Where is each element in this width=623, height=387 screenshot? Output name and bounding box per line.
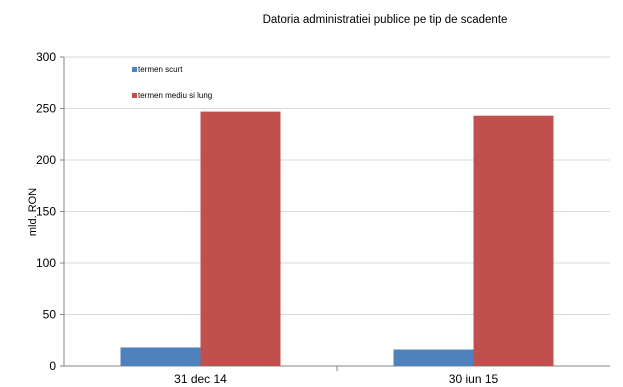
y-tick-label: 0: [49, 359, 56, 373]
legend-label: termen mediu si lung: [138, 91, 212, 100]
x-tick-label: 31 dec 14: [174, 372, 227, 386]
bar-termen-mediu-si-lung: [200, 111, 281, 366]
y-tick-label: 150: [36, 205, 56, 219]
x-ticks: 31 dec 14 30 iun 15: [174, 372, 498, 386]
legend-label: termen scurt: [138, 65, 183, 74]
y-ticks: 0 50 100 150 200 250 300: [36, 50, 56, 373]
y-tick-label: 200: [36, 153, 56, 167]
y-tick-label: 50: [43, 308, 57, 322]
legend-swatch: [132, 67, 137, 72]
bar-termen-scurt: [120, 347, 201, 366]
chart-title: Datoria administratiei publice pe tip de…: [263, 14, 508, 26]
y-tick-label: 100: [36, 256, 56, 270]
y-tick-label: 250: [36, 102, 56, 116]
bar-termen-mediu-si-lung: [473, 115, 554, 367]
legend: termen scurt termen mediu si lung: [132, 65, 212, 100]
y-tick-label: 300: [36, 50, 56, 64]
legend-swatch: [132, 93, 137, 98]
x-tick-label: 30 iun 15: [449, 372, 499, 386]
y-axis-label: mld. RON: [27, 188, 39, 236]
bar-termen-scurt: [393, 349, 474, 366]
bars: [120, 111, 554, 367]
